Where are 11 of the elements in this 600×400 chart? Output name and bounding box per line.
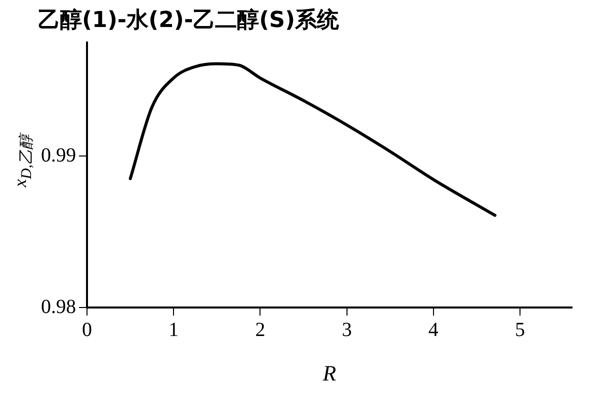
x-tick-label: 4: [428, 318, 438, 341]
line-series: [128, 62, 496, 217]
x-tick-label: 0: [82, 318, 92, 341]
y-tick-label: 0.99: [41, 144, 76, 166]
x-tick-label: 3: [342, 318, 352, 341]
x-tick-label: 2: [255, 318, 266, 341]
chart-title: 乙醇(1)-水(2)-乙二醇(S)系统: [38, 6, 340, 33]
y-tick-label: 0.98: [41, 296, 76, 318]
x-tick-label: 1: [168, 318, 179, 341]
x-axis-title: R: [322, 360, 337, 386]
x-tick-label: 5: [515, 318, 526, 341]
